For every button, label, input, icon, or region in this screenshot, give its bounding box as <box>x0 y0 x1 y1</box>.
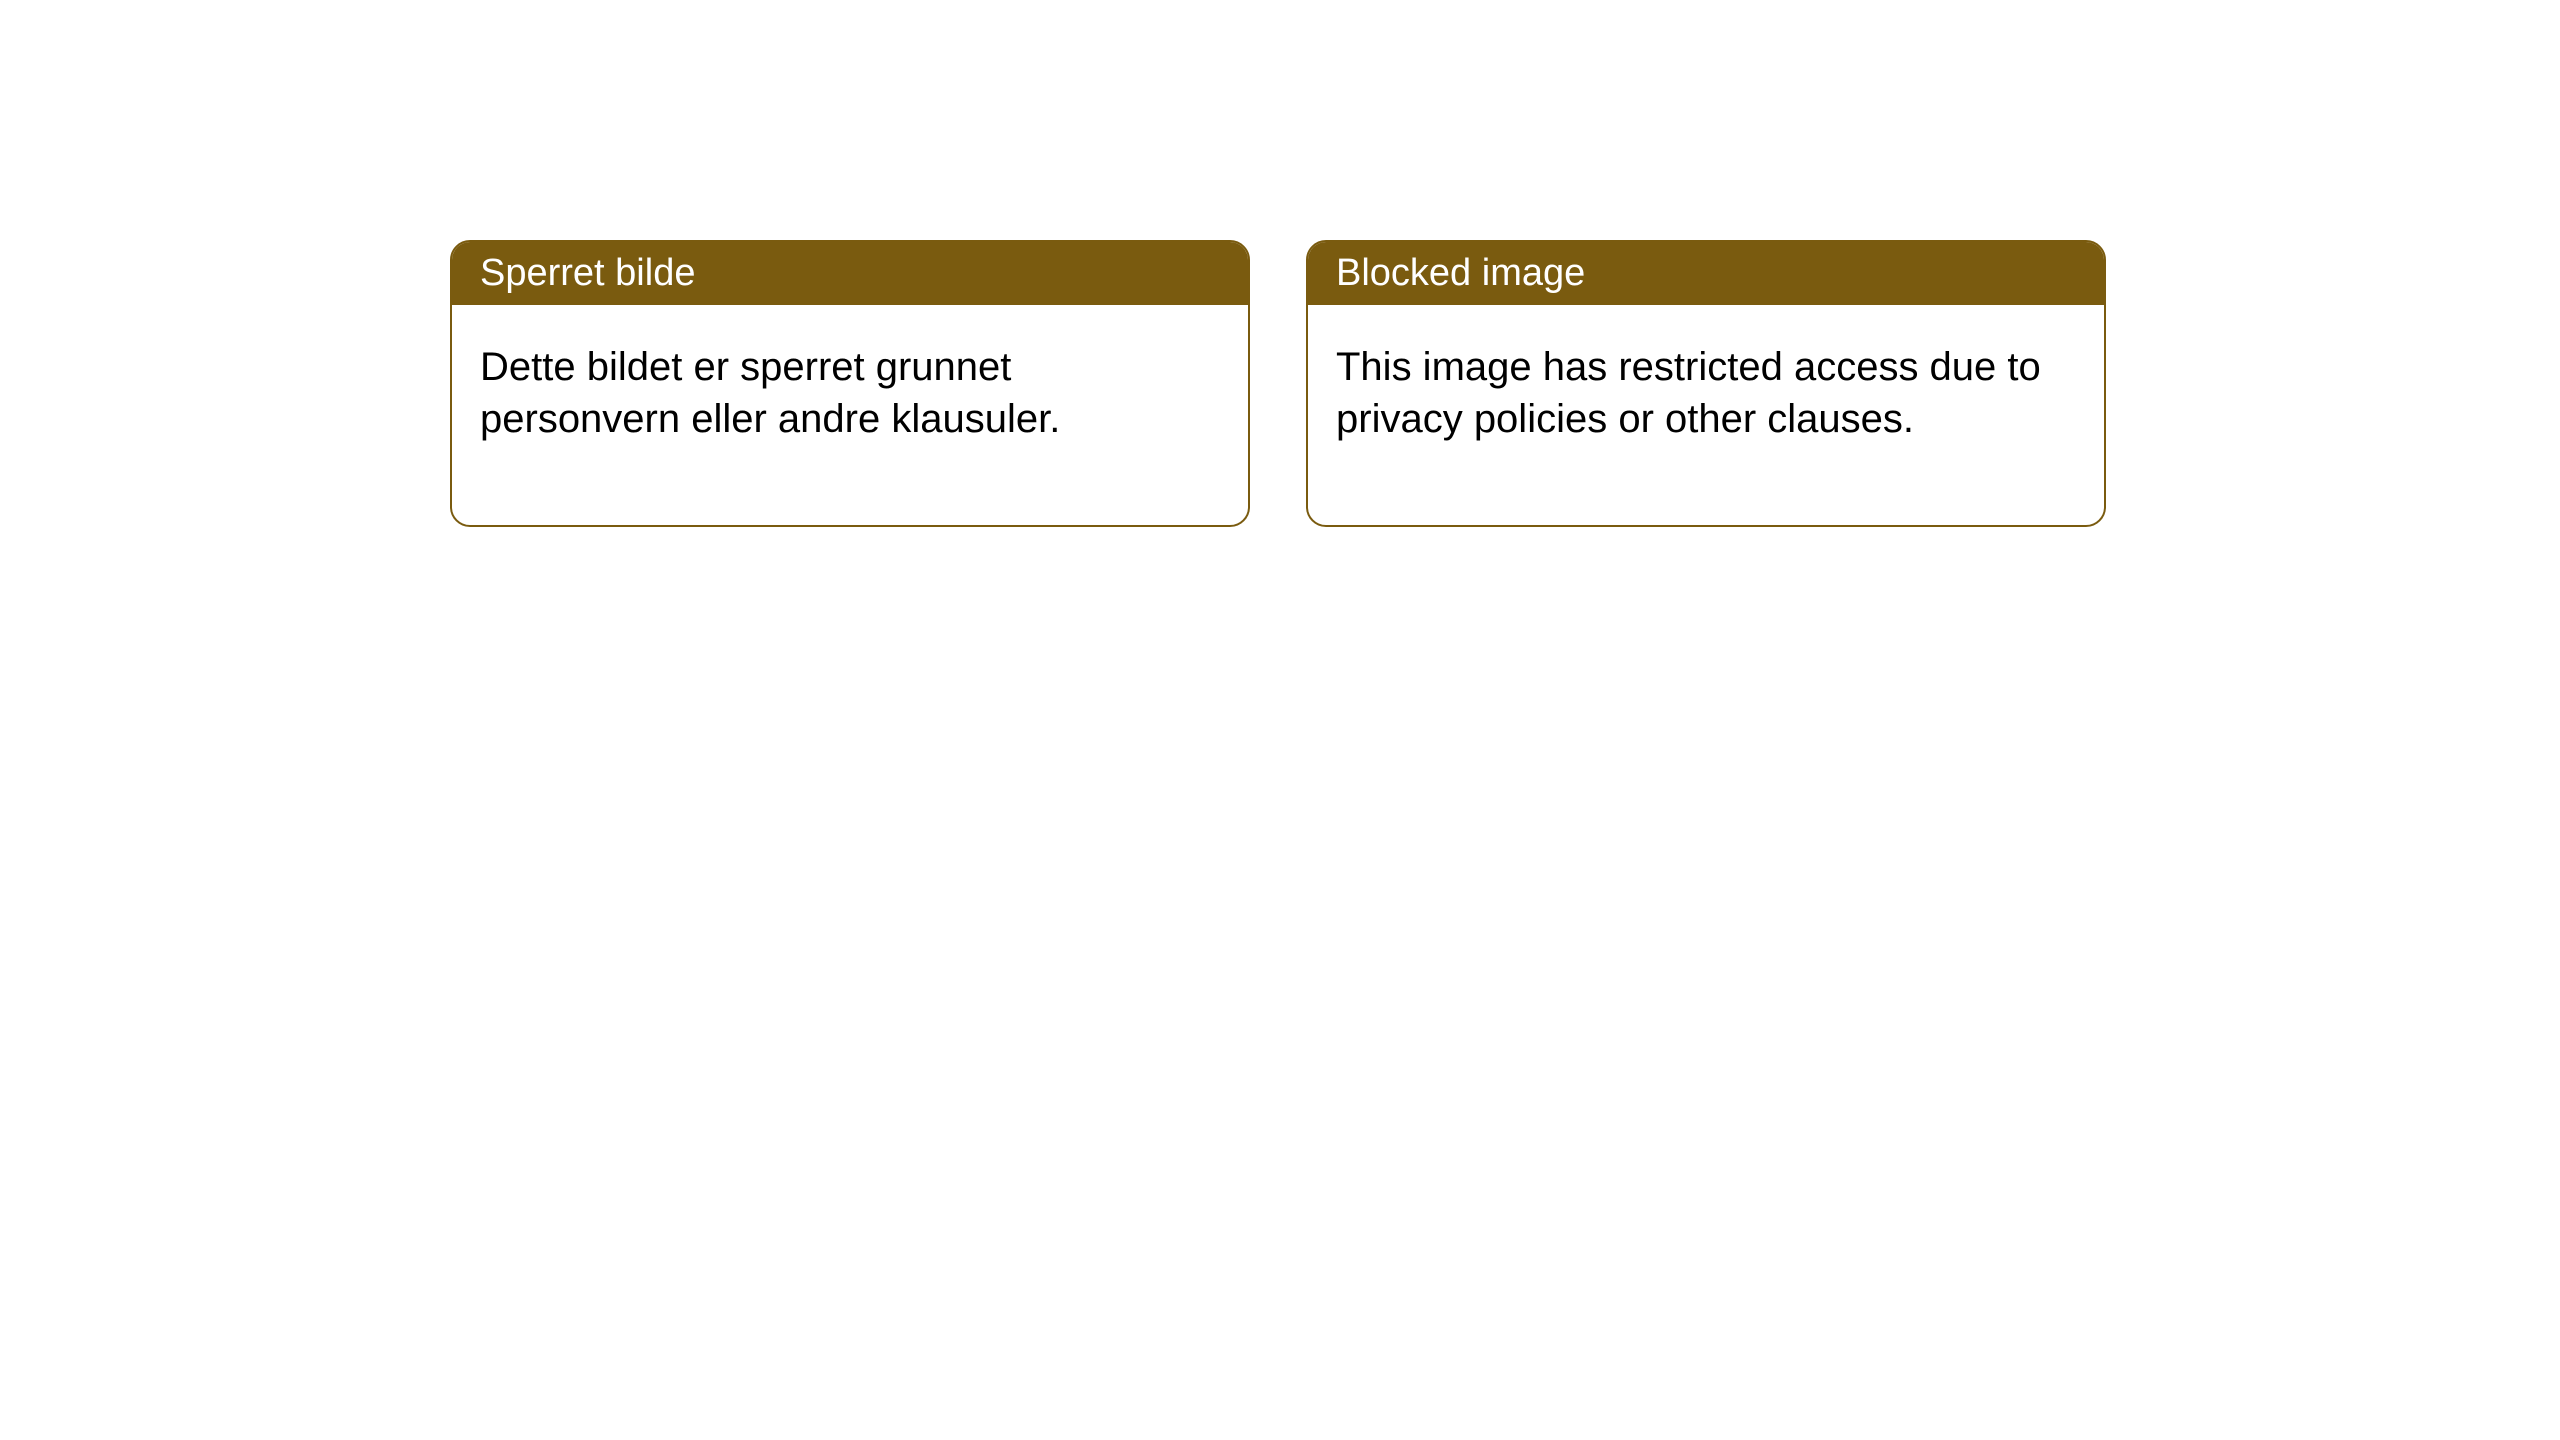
card-text-no: Dette bildet er sperret grunnet personve… <box>480 345 1060 441</box>
card-header-no: Sperret bilde <box>452 242 1248 305</box>
card-body-no: Dette bildet er sperret grunnet personve… <box>452 305 1248 525</box>
card-text-en: This image has restricted access due to … <box>1336 345 2041 441</box>
cards-container: Sperret bilde Dette bildet er sperret gr… <box>450 240 2106 527</box>
card-title-no: Sperret bilde <box>480 252 695 294</box>
card-title-en: Blocked image <box>1336 252 1585 294</box>
blocked-image-card-no: Sperret bilde Dette bildet er sperret gr… <box>450 240 1250 527</box>
card-header-en: Blocked image <box>1308 242 2104 305</box>
card-body-en: This image has restricted access due to … <box>1308 305 2104 525</box>
blocked-image-card-en: Blocked image This image has restricted … <box>1306 240 2106 527</box>
